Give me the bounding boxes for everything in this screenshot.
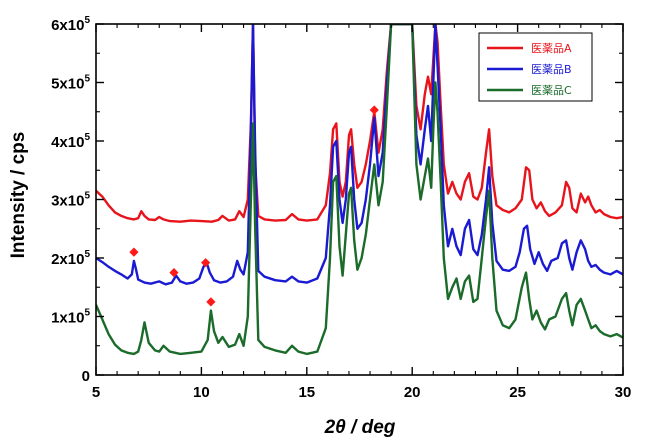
x-axis-label: 2θ / deg	[324, 417, 396, 438]
axis-layer: 5 10 15 20 25 30 0 1x105 2x105 3x105 4x105 5x105 6x1…	[51, 15, 631, 401]
peak-marker-2	[169, 268, 179, 278]
x-tick-label: 30	[615, 384, 632, 401]
peak-marker-5	[369, 105, 379, 115]
legend-label: 医薬品B	[531, 63, 572, 76]
series-line-3	[96, 24, 623, 356]
series-line-2	[96, 24, 623, 286]
x-tick-label: 5	[92, 384, 100, 401]
legend-label: 医薬品A	[531, 42, 572, 55]
peak-marker-1	[129, 247, 139, 257]
x-tick-label: 25	[509, 384, 526, 401]
x-axis-label-unit: / deg	[346, 417, 396, 438]
x-axis-label-symbol: 2θ	[324, 417, 347, 438]
legend-label: 医薬品C	[531, 84, 572, 97]
peak-marker-3	[201, 258, 211, 268]
x-tick-label: 10	[193, 384, 210, 401]
y-tick-label: 3x105	[51, 191, 90, 210]
legend: 医薬品A 医薬品B 医薬品C	[478, 32, 593, 102]
marker-layer	[129, 105, 379, 307]
y-tick-label: 5x105	[51, 74, 90, 93]
y-tick-label: 2x105	[51, 249, 90, 268]
x-tick-label: 15	[298, 384, 315, 401]
y-tick-label: 4x105	[51, 132, 90, 151]
y-tick-label: 0	[82, 368, 90, 385]
y-tick-label: 6x105	[51, 15, 90, 34]
y-tick-label: 1x105	[51, 308, 90, 327]
y-axis-label: Intensity / cps	[8, 132, 29, 259]
series-line-1	[96, 24, 623, 223]
series-layer	[96, 24, 623, 356]
x-tick-label: 20	[404, 384, 421, 401]
peak-marker-4	[206, 297, 216, 307]
